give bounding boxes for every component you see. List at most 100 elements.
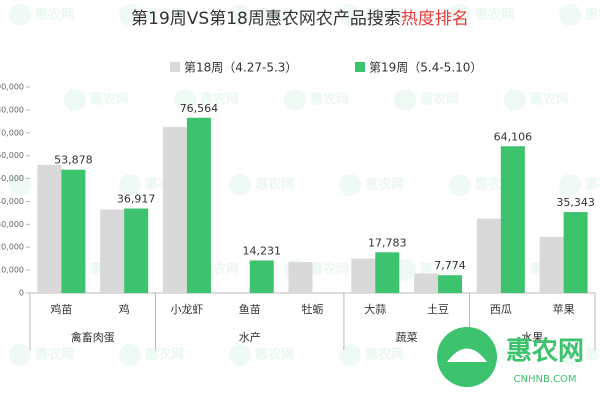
x-tick-label: 鸡苗 [50,302,72,316]
watermark-circle [339,344,361,366]
legend-label: 第18周（4.27-5.3） [184,61,297,75]
watermark-text: 惠农网 [255,7,294,23]
bar [375,252,400,293]
x-tick-label: 小龙虾 [170,303,203,316]
legend-label: 第19周（5.4-5.10） [369,61,482,75]
watermark-circle [9,4,31,26]
logo: 惠农网 CNHNB.COM [437,327,584,387]
bar [414,273,439,293]
logo-name: 惠农网 [506,337,584,367]
bar [351,258,376,293]
watermark-circle [559,344,581,366]
bar [288,262,313,293]
watermark-circle [119,174,141,196]
y-tick-label: 30,000 [0,220,24,229]
bar [37,164,62,293]
y-tick-label: 80,000 [0,105,24,114]
legend-swatch [355,62,365,72]
watermark-circle [119,4,141,26]
watermark-circle [9,344,31,366]
watermark-text: 惠农网 [35,347,74,363]
watermark-text: 惠农网 [420,92,459,108]
bar [438,275,463,293]
watermark-text: 惠农网 [90,92,129,108]
y-tick-label: 50,000 [0,174,24,183]
value-label: 14,231 [242,244,281,257]
value-label: 36,917 [117,193,156,206]
watermark-circle [64,89,86,111]
group-label: 蔬菜 [396,331,418,344]
watermark-text: 惠农网 [255,177,294,193]
y-tick-label: 40,000 [0,197,24,206]
watermark-circle [229,4,251,26]
watermark-circle [559,174,581,196]
watermark-circle [119,344,141,366]
logo-url: CNHNB.COM [514,374,577,385]
group-label: 水果 [521,331,543,344]
watermark-text: 惠农网 [310,92,349,108]
value-label: 76,564 [180,102,219,115]
watermark-circle [449,4,471,26]
y-tick-label: 0 [19,289,24,298]
watermark-text: 惠农网 [585,347,600,363]
value-label: 53,878 [54,154,93,167]
watermark-circle [394,259,416,281]
watermark-circle [559,4,581,26]
watermark-text: 惠农网 [200,92,239,108]
x-tick-label: 鱼苗 [239,302,261,316]
y-tick-label: 60,000 [0,151,24,160]
watermark-text: 惠农网 [310,262,349,278]
bar [249,260,274,293]
watermark-text: 惠农网 [145,7,184,23]
value-label: 35,343 [556,196,595,209]
logo-icon [447,348,487,362]
y-tick-label: 10,000 [0,266,24,275]
chart-title: 第19周VS第18周惠农网农产品搜索热度排名 [131,9,469,29]
watermark-text: 惠农网 [365,7,404,23]
watermark-circle [339,174,361,196]
watermark-circle [339,4,361,26]
value-label: 64,106 [494,130,533,143]
watermark-circle [174,89,196,111]
watermark-text: 惠农网 [365,177,404,193]
watermark-text: 惠农网 [585,177,600,193]
bar [186,117,211,293]
bar [162,127,187,293]
watermark-text: 惠农网 [365,347,404,363]
value-label: 17,783 [368,236,407,249]
watermark-circle [9,174,31,196]
watermark-circle [229,344,251,366]
watermark-text: 惠农网 [255,347,294,363]
y-tick-label: 90,000 [0,83,24,92]
title-main: 第19周VS第18周惠农网农产品搜索 [131,9,401,29]
bar [100,209,125,293]
watermark-circle [394,89,416,111]
y-tick-label: 70,000 [0,128,24,137]
bar [476,218,501,293]
group-label: 水产 [239,330,261,344]
watermark-text: 惠农网 [420,262,459,278]
title-highlight: 热度排名 [401,9,469,29]
watermark-text: 惠农网 [35,7,74,23]
x-tick-label: 牡蛎 [302,302,324,316]
x-tick-label: 鸡 [119,302,130,316]
watermark-circle [284,89,306,111]
bar [539,236,564,293]
x-tick-label: 西瓜 [490,303,512,316]
x-tick-label: 大蒜 [364,302,386,316]
bar [124,208,149,293]
watermark-text: 惠农网 [585,7,600,23]
x-tick-label: 土豆 [427,303,449,316]
watermark-circle [504,89,526,111]
group-label: 禽畜肉蛋 [71,330,115,344]
watermark-text: 惠农网 [145,347,184,363]
bar [563,212,588,293]
bar [500,146,525,293]
value-label: 7,774 [434,259,466,272]
watermark-text: 惠农网 [475,7,514,23]
x-tick-label: 苹果 [553,302,575,316]
bar [61,169,86,293]
watermark-text: 惠农网 [530,92,569,108]
watermark-circle [449,174,471,196]
